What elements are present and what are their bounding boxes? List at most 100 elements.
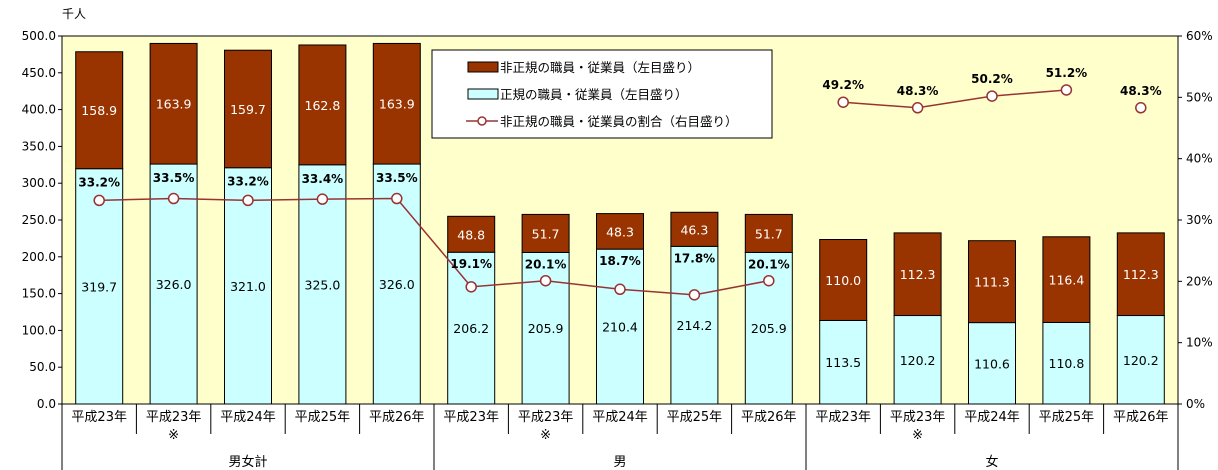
bar-nonregular <box>596 213 644 250</box>
left-tick-label: 0.0 <box>37 397 56 411</box>
y-unit-label: 千人 <box>62 7 86 21</box>
bar-regular <box>224 167 272 405</box>
category-note: ※ <box>912 428 923 443</box>
bar-nonregular <box>447 215 496 253</box>
bar-nonregular <box>968 240 1016 324</box>
ratio-label: 18.7% <box>599 254 641 268</box>
legend-swatch <box>467 88 499 100</box>
right-tick-label: 20% <box>1186 274 1213 288</box>
category-label: 平成23年 <box>518 410 574 425</box>
ratio-label: 17.8% <box>674 251 716 265</box>
nonregular-value-label: 162.8 <box>305 98 341 113</box>
bars-layer: 319.7 158.9 326.0 163.9 321.0 159.7 325.0 162.8… <box>75 42 1165 405</box>
category-label: 平成26年 <box>369 410 425 425</box>
regular-value-label: 113.5 <box>825 355 861 370</box>
nonregular-value-label: 116.4 <box>1049 273 1085 288</box>
bar-regular <box>75 168 124 405</box>
nonregular-value-label: 158.9 <box>81 103 117 118</box>
nonregular-value-label: 51.7 <box>532 226 560 241</box>
ratio-label: 33.2% <box>78 176 120 190</box>
category-label: 平成23年 <box>71 410 127 425</box>
left-tick-label: 400.0 <box>22 103 56 117</box>
category-label: 平成23年 <box>890 410 946 425</box>
bar-regular <box>968 322 1016 405</box>
nonregular-value-label: 111.3 <box>974 275 1010 290</box>
ratio-point <box>1135 102 1147 114</box>
right-tick-label: 10% <box>1186 336 1213 350</box>
nonregular-value-label: 48.3 <box>606 224 634 239</box>
category-note: ※ <box>540 428 551 443</box>
bar-nonregular <box>670 211 719 247</box>
nonregular-value-label: 112.3 <box>900 267 936 282</box>
nonregular-value-label: 46.3 <box>680 222 708 237</box>
nonregular-value-label: 159.7 <box>230 102 266 117</box>
regular-value-label: 120.2 <box>900 353 936 368</box>
ratio-label: 33.5% <box>153 171 195 185</box>
category-label: 平成23年 <box>815 410 871 425</box>
bar-regular <box>447 251 496 405</box>
nonregular-value-label: 163.9 <box>379 97 415 112</box>
category-label: 平成26年 <box>1113 410 1169 425</box>
bar-nonregular <box>149 42 198 165</box>
bar-regular <box>893 315 942 405</box>
category-label: 平成24年 <box>592 410 648 425</box>
regular-value-label: 205.9 <box>751 321 787 336</box>
nonregular-value-label: 112.3 <box>1123 267 1159 282</box>
regular-value-label: 326.0 <box>156 277 192 292</box>
bar-nonregular <box>1116 232 1165 317</box>
left-tick-label: 250.0 <box>22 213 56 227</box>
ratio-point <box>911 102 924 114</box>
category-label: 平成24年 <box>220 410 276 425</box>
ratio-point <box>614 283 626 296</box>
category-label: 平成24年 <box>964 410 1020 425</box>
category-label: 平成25年 <box>1039 410 1095 425</box>
bar-regular <box>596 248 644 405</box>
ratio-label: 20.1% <box>525 257 567 271</box>
regular-value-label: 325.0 <box>305 277 341 292</box>
bar-nonregular <box>75 51 124 170</box>
regular-value-label: 205.9 <box>528 321 564 336</box>
legend-swatch-marker <box>477 116 487 126</box>
left-tick-label: 100.0 <box>22 323 56 337</box>
regular-value-label: 321.0 <box>230 279 266 294</box>
ratio-point <box>167 192 180 205</box>
nonregular-value-label: 163.9 <box>156 97 192 112</box>
ratio-label: 51.2% <box>1046 66 1088 80</box>
ratio-point <box>539 274 552 287</box>
right-tick-label: 0% <box>1186 397 1205 411</box>
bar-nonregular <box>1042 236 1091 323</box>
ratio-label: 48.3% <box>897 84 939 98</box>
legend-label: 非正規の職員・従業員（左目盛り） <box>500 60 700 75</box>
ratio-point <box>242 194 254 207</box>
regular-value-label: 214.2 <box>677 318 713 333</box>
left-tick-label: 450.0 <box>22 66 56 80</box>
category-label: 平成25年 <box>667 410 723 425</box>
ratio-point <box>465 281 477 293</box>
left-tick-label: 50.0 <box>29 360 56 374</box>
ratio-label: 33.5% <box>376 171 418 185</box>
ratio-line <box>843 89 1067 109</box>
nonregular-value-label: 48.8 <box>457 227 485 242</box>
ratio-point <box>837 96 849 108</box>
right-tick-label: 50% <box>1186 90 1213 104</box>
group-label: 男女計 <box>228 454 267 470</box>
category-label: 平成23年 <box>146 410 202 425</box>
legend-label: 正規の職員・従業員（左目盛り） <box>500 87 688 102</box>
regular-value-label: 110.8 <box>1049 356 1085 371</box>
regular-value-label: 326.0 <box>379 277 415 292</box>
nonregular-value-label: 110.0 <box>825 273 861 288</box>
axes-layer: 0.0 50.0 100.0 150.0 200.0 250.0 300.0 350.0 400… <box>22 29 1213 470</box>
bar-nonregular <box>893 232 942 317</box>
ratio-point <box>93 194 105 207</box>
ratio-point <box>316 193 329 205</box>
regular-value-label: 120.2 <box>1123 353 1159 368</box>
left-tick-label: 200.0 <box>22 250 56 264</box>
bar-regular <box>1116 315 1165 405</box>
legend: 非正規の職員・従業員（左目盛り） 正規の職員・従業員（左目盛り） 非正規の職員・従業… <box>431 49 773 139</box>
bar-nonregular <box>224 49 272 169</box>
bar-nonregular <box>819 239 868 321</box>
right-tick-label: 40% <box>1186 152 1213 166</box>
left-tick-label: 500.0 <box>22 29 56 43</box>
ratio-point <box>391 192 403 205</box>
right-tick-label: 30% <box>1186 213 1213 227</box>
